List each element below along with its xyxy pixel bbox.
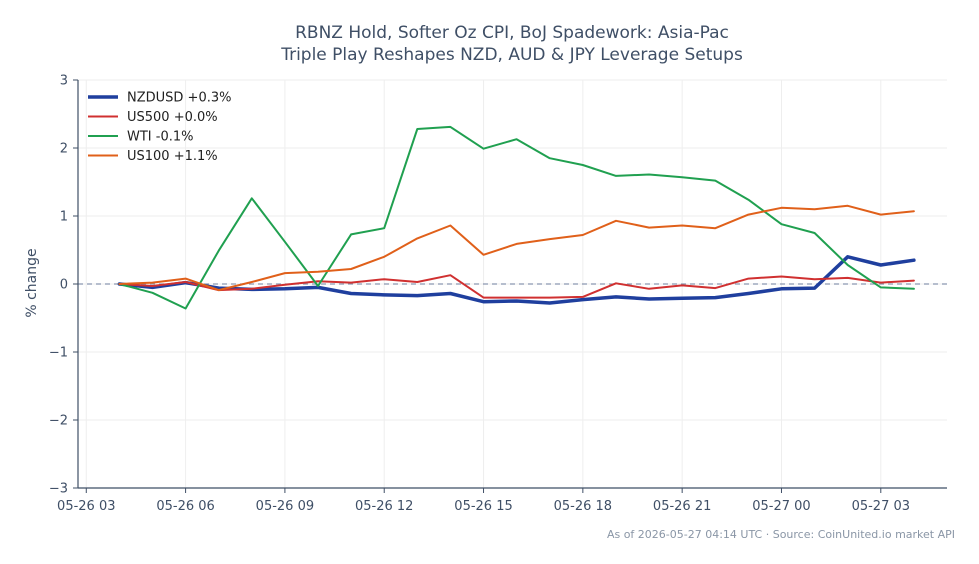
x-tick-label: 05-26 18 <box>554 499 612 514</box>
x-tick-label: 05-26 15 <box>454 499 512 514</box>
y-tick-label: −1 <box>49 346 68 361</box>
y-tick-label: 1 <box>60 210 68 225</box>
y-tick-label: 2 <box>60 142 68 157</box>
legend-label-1: US500 +0.0% <box>127 110 218 125</box>
x-tick-label: 05-27 03 <box>852 499 910 514</box>
series-line-0 <box>117 255 916 305</box>
y-tick-label: 0 <box>60 278 68 293</box>
chart-title-line-1: RBNZ Hold, Softer Oz CPI, BoJ Spadework:… <box>295 23 729 43</box>
legend-label-2: WTI -0.1% <box>127 130 193 145</box>
x-tick-label: 05-26 21 <box>653 499 711 514</box>
y-tick-label: −2 <box>49 414 68 429</box>
series-lines <box>117 125 916 310</box>
series-line-2 <box>118 125 915 310</box>
x-tick-label: 05-26 03 <box>57 499 115 514</box>
x-ticks: 05-26 03 05-26 06 05-26 09 05-26 12 05-26 15… <box>57 488 910 514</box>
footer-note: As of 2026-05-27 04:14 UTC · Source: Coi… <box>607 528 955 541</box>
legend-label-3: US100 +1.1% <box>127 149 218 164</box>
y-axis-label: % change <box>24 248 40 317</box>
x-tick-label: 05-26 06 <box>156 499 214 514</box>
series-line-3 <box>118 204 915 292</box>
series-line-1 <box>118 274 915 299</box>
legend-label-0: NZDUSD +0.3% <box>127 91 231 106</box>
x-tick-label: 05-26 09 <box>256 499 314 514</box>
x-tick-label: 05-27 00 <box>752 499 810 514</box>
y-ticks: 3 2 1 0 −1 −2 −3 <box>49 74 78 497</box>
x-tick-label: 05-26 12 <box>355 499 413 514</box>
y-tick-label: 3 <box>60 74 68 89</box>
y-tick-label: −3 <box>49 482 68 497</box>
chart-title: RBNZ Hold, Softer Oz CPI, BoJ Spadework:… <box>280 23 743 65</box>
chart-title-line-2: Triple Play Reshapes NZD, AUD & JPY Leve… <box>280 45 743 65</box>
legend: NZDUSD +0.3% US500 +0.0% WTI -0.1% US100 +1… <box>88 91 231 164</box>
